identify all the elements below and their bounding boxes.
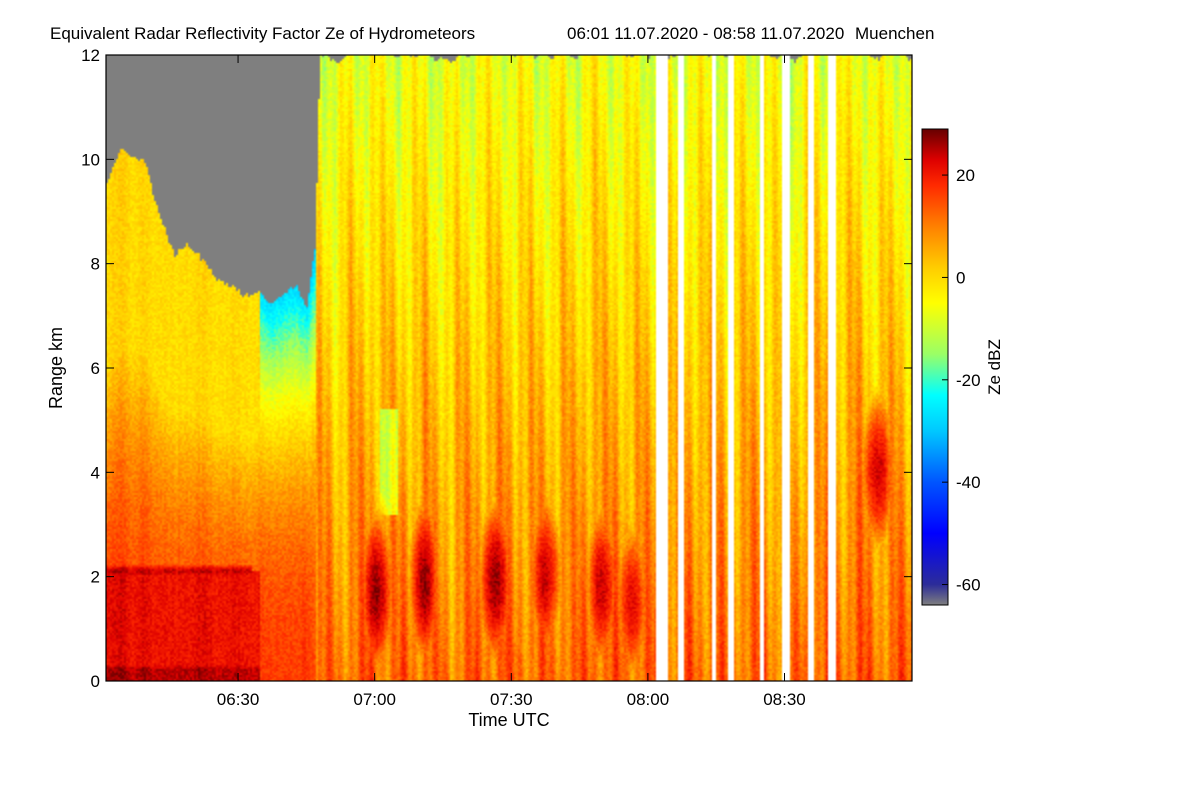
x-tick-label: 07:00 [353, 690, 396, 709]
reflectivity-heatmap [106, 55, 912, 681]
y-axis-title: Range km [46, 327, 66, 409]
x-tick-label: 07:30 [490, 690, 533, 709]
x-tick-label: 06:30 [217, 690, 260, 709]
y-tick-label: 10 [81, 150, 100, 169]
colorbar-axis: 20 0 -20 -40 -60 [942, 166, 981, 595]
y-tick-label: 6 [91, 359, 100, 378]
y-tick-label: 8 [91, 255, 100, 274]
colorbar-tick-label: 0 [956, 268, 965, 287]
y-tick-label: 12 [81, 46, 100, 65]
y-tick-label: 0 [91, 672, 100, 691]
y-tick-label: 2 [91, 568, 100, 587]
colorbar-tick-label: 20 [956, 166, 975, 185]
x-tick-label: 08:00 [627, 690, 670, 709]
colorbar-title: Ze dBZ [985, 339, 1004, 395]
chart-title: Equivalent Radar Reflectivity Factor Ze … [50, 24, 934, 43]
chart-time-range: 06:01 11.07.2020 - 08:58 11.07.2020 [567, 24, 844, 43]
colorbar-tick-label: -40 [956, 473, 981, 492]
y-tick-label: 4 [91, 463, 100, 482]
chart-location: Muenchen [855, 24, 934, 43]
x-axis-title: Time UTC [468, 710, 549, 730]
x-axis: 06:30 07:00 07:30 08:00 08:30 [217, 55, 806, 709]
x-tick-label: 08:30 [763, 690, 806, 709]
colorbar-tick-label: -60 [956, 576, 981, 595]
colorbar [922, 129, 948, 605]
chart-title-text: Equivalent Radar Reflectivity Factor Ze … [50, 24, 475, 43]
y-axis: 0 2 4 6 8 10 12 [81, 46, 912, 691]
colorbar-tick-label: -20 [956, 371, 981, 390]
colorbar-frame [921, 128, 949, 606]
